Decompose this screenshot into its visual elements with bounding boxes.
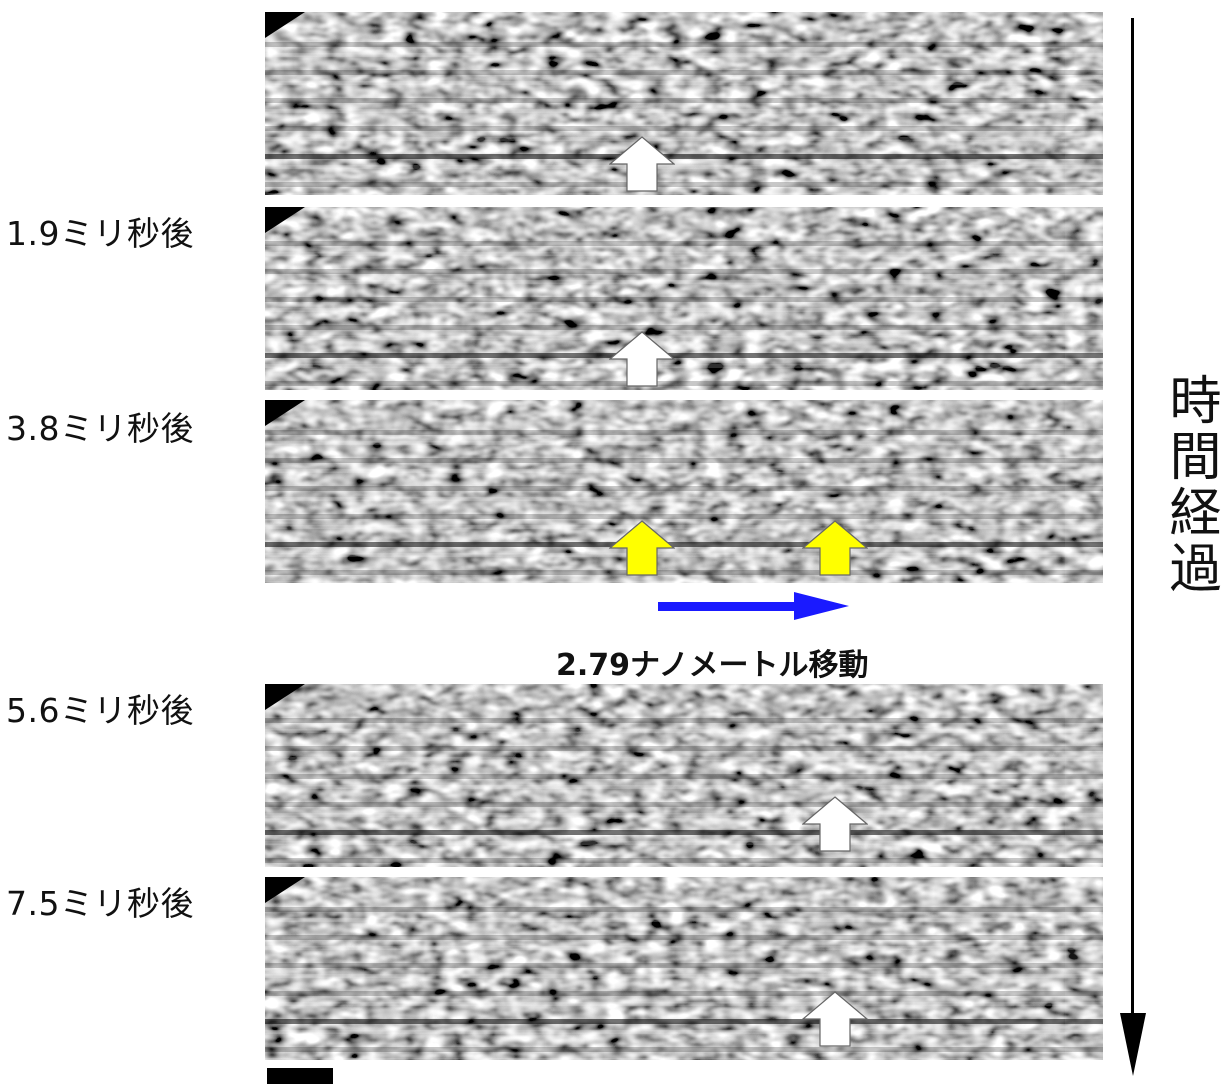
image-frame-2 bbox=[265, 400, 1103, 583]
motion-label: 2.79ナノメートル移動 bbox=[556, 648, 869, 683]
microscopy-image bbox=[265, 12, 1103, 195]
image-frame-3 bbox=[265, 684, 1103, 867]
up-arrow-icon bbox=[609, 136, 676, 192]
time-label-1: 1.9ミリ秒後 bbox=[6, 214, 194, 253]
image-frame-1 bbox=[265, 207, 1103, 390]
triangle-corner-icon bbox=[265, 12, 305, 38]
microscopy-image bbox=[265, 207, 1103, 390]
triangle-corner-icon bbox=[265, 400, 305, 426]
up-arrow-icon bbox=[801, 991, 868, 1047]
microscopy-image bbox=[265, 877, 1103, 1060]
image-frame-0 bbox=[265, 12, 1103, 195]
triangle-corner-icon bbox=[265, 877, 305, 903]
microscopy-image bbox=[265, 684, 1103, 867]
image-frame-4 bbox=[265, 877, 1103, 1060]
down-arrow-icon bbox=[1120, 18, 1146, 1076]
scale-bar bbox=[267, 1068, 333, 1084]
time-label-3: 5.6ミリ秒後 bbox=[6, 691, 194, 730]
up-arrow-icon bbox=[801, 796, 868, 852]
up-arrow-icon bbox=[801, 520, 868, 576]
up-arrow-icon bbox=[609, 520, 676, 576]
microscopy-image bbox=[265, 400, 1103, 583]
right-arrow-icon bbox=[658, 592, 849, 620]
triangle-corner-icon bbox=[265, 207, 305, 233]
time-label-4: 7.5ミリ秒後 bbox=[6, 884, 194, 923]
time-label-2: 3.8ミリ秒後 bbox=[6, 409, 194, 448]
up-arrow-icon bbox=[609, 331, 676, 387]
triangle-corner-icon bbox=[265, 684, 305, 710]
time-axis-label: 時間経過 bbox=[1160, 373, 1220, 597]
